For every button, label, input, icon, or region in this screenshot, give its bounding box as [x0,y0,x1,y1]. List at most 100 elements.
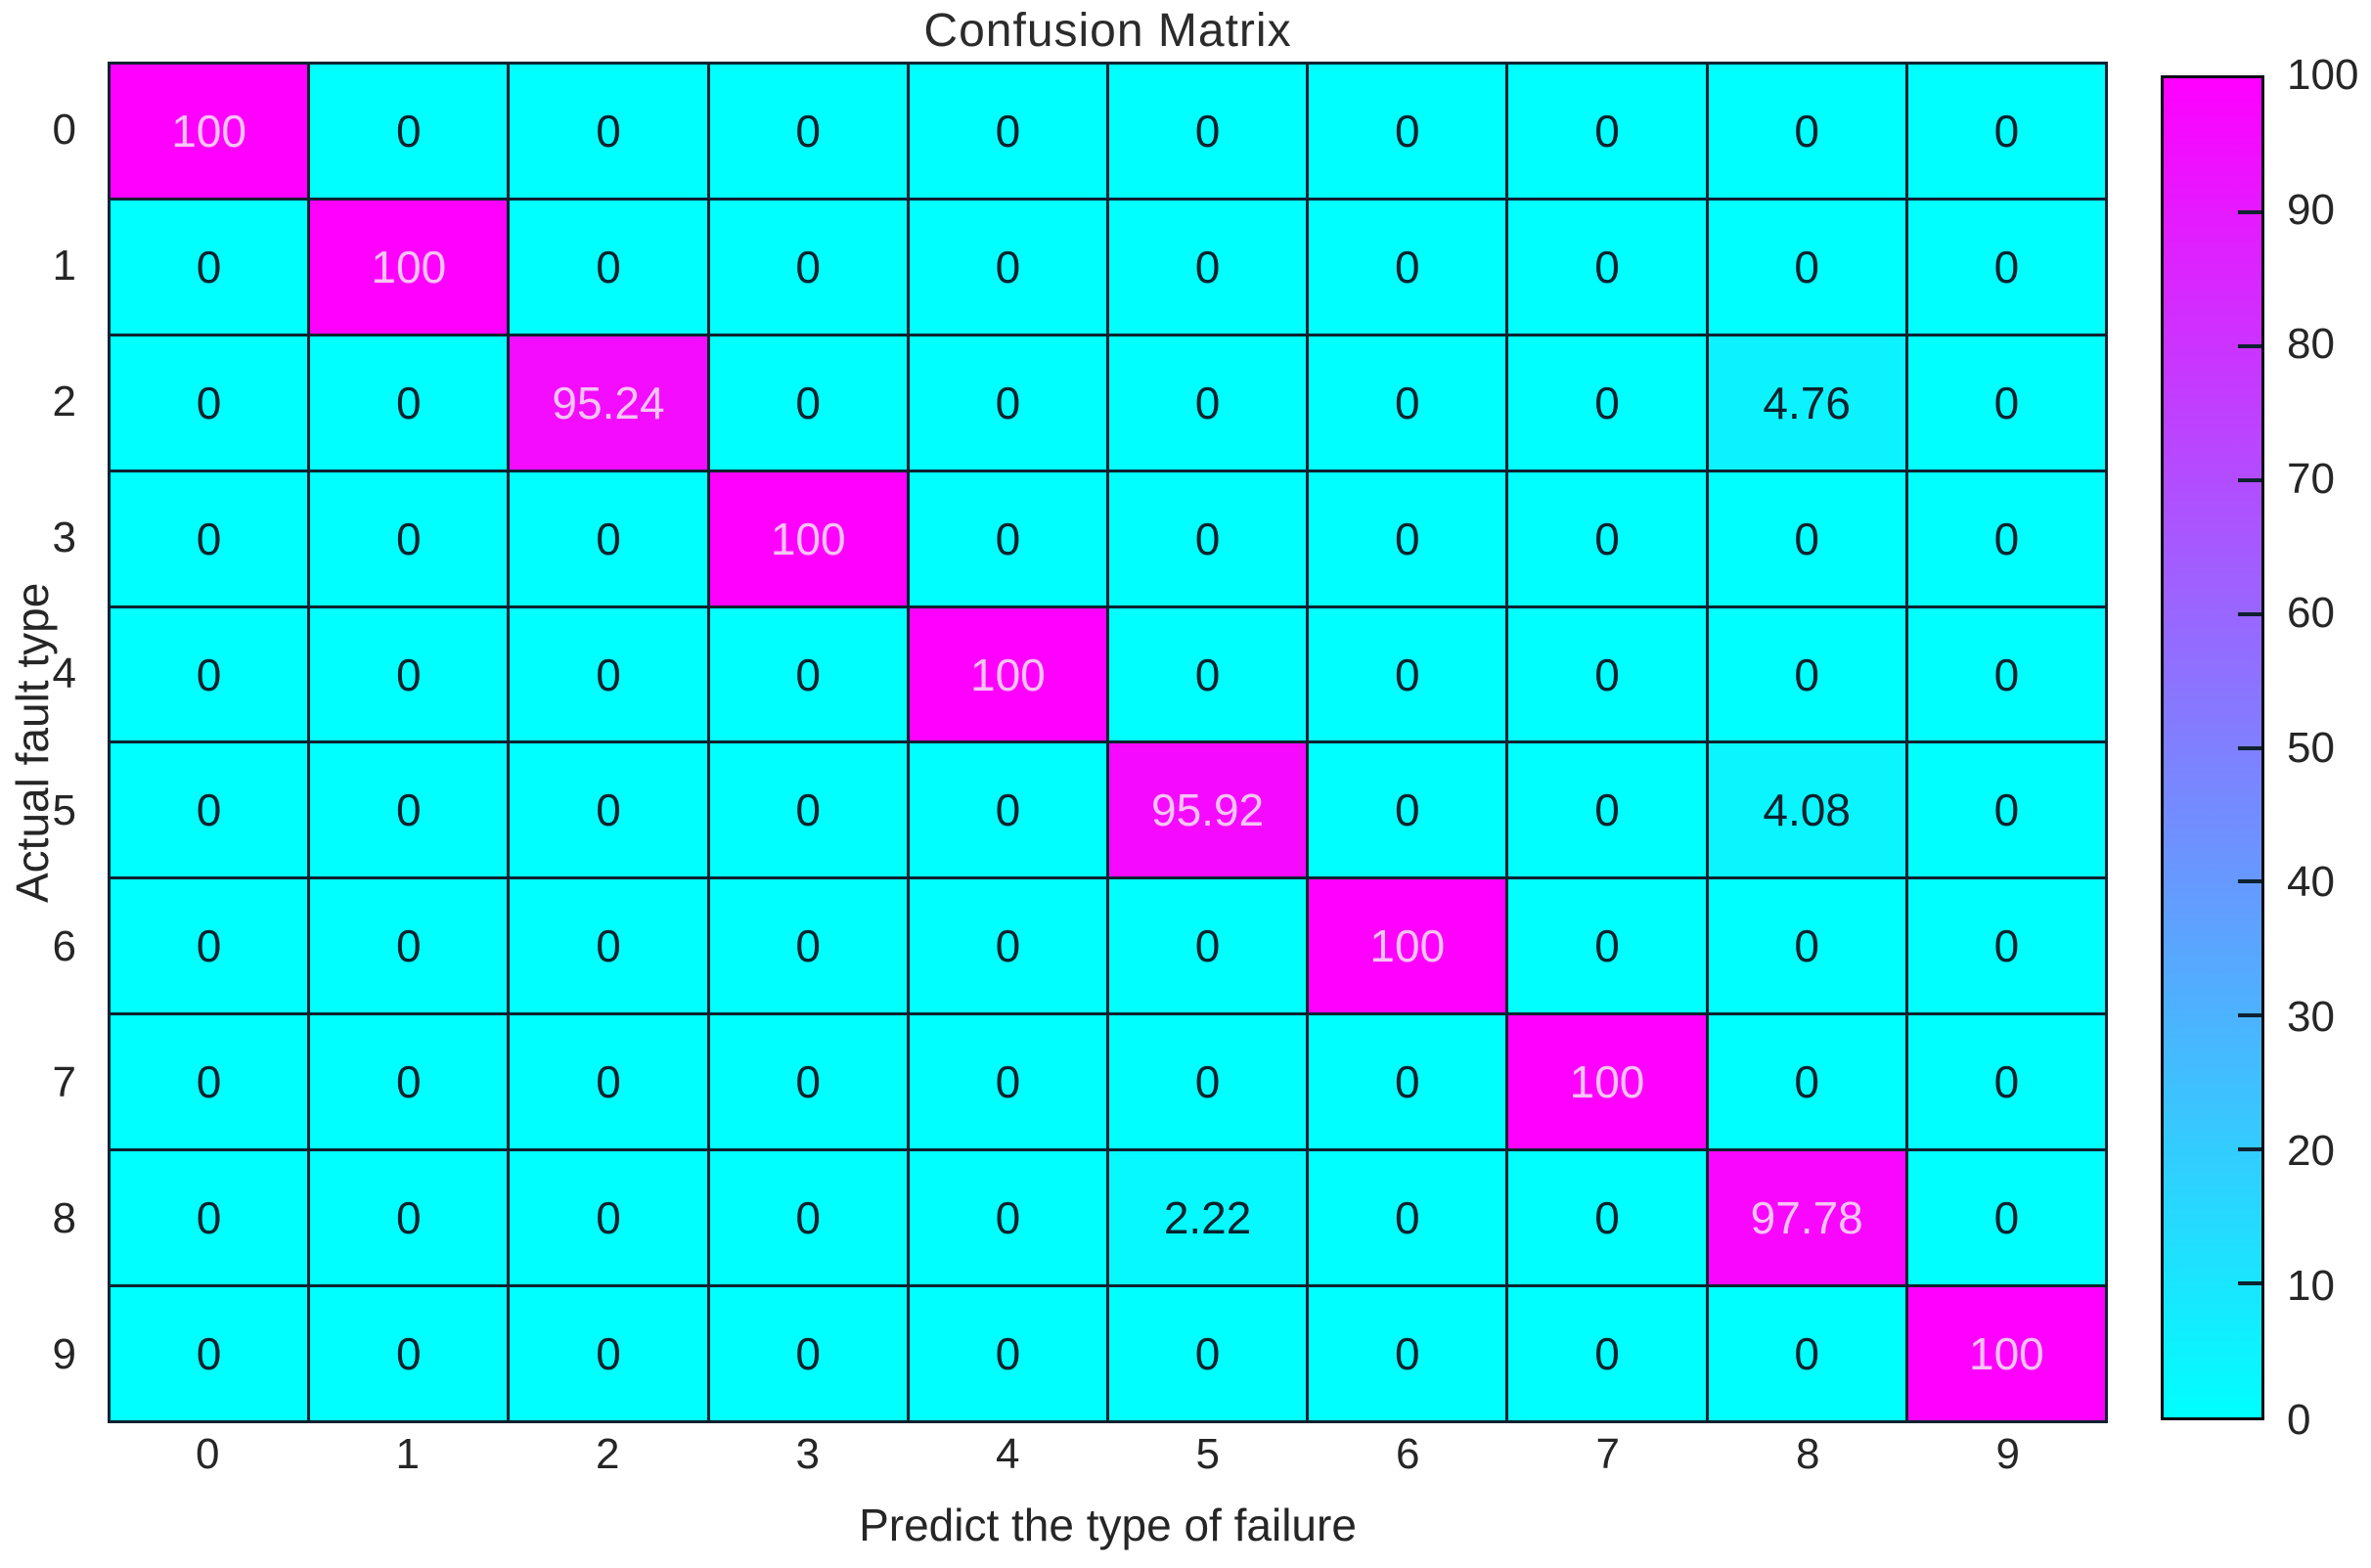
colorbar-tick-10 [2238,1281,2261,1286]
heatmap-cell-r5-c7: 0 [1508,743,1706,877]
colorbar-labels: 0 10 20 30 40 50 60 70 80 90 100 [2287,51,2371,1444]
y-tick-label-9: 9 [52,1330,76,1379]
heatmap-cell-r9-c8: 0 [1708,1287,1905,1420]
heatmap-cell-r7-c0: 0 [111,1015,308,1149]
heatmap-cell-r1-c5: 0 [1108,200,1307,334]
x-tick-label-5: 5 [1195,1430,1220,1478]
y-tick-label-8: 8 [52,1194,76,1243]
heatmap-cell-r4-c7: 0 [1508,607,1706,741]
x-tick-label-2: 2 [596,1430,620,1478]
heatmap-cell-r0-c1: 0 [310,65,508,198]
heatmap-cell-r5-c5: 95.92 [1108,743,1307,877]
heatmap-cell-r1-c1: 100 [310,200,508,334]
colorbar-label-0: 0 [2287,1396,2311,1444]
heatmap-cell-r5-c4: 0 [909,743,1106,877]
heatmap-cell-r3-c3: 100 [709,471,907,605]
heatmap-cell-r9-c5: 0 [1108,1287,1307,1420]
heatmap-cell-r5-c9: 0 [1907,743,2105,877]
heatmap-cell-r3-c0: 0 [111,471,308,605]
heatmap-cell-r3-c8: 0 [1708,471,1905,605]
heatmap-cell-r9-c7: 0 [1508,1287,1706,1420]
heatmap-cell-r5-c3: 0 [709,743,907,877]
heatmap-cell-r4-c6: 0 [1309,607,1506,741]
heatmap-cell-r5-c0: 0 [111,743,308,877]
heatmap-cell-r6-c6: 100 [1309,879,1506,1013]
y-tick-label-2: 2 [52,377,76,426]
colorbar-tick-40 [2238,879,2261,884]
heatmap-cell-r6-c8: 0 [1708,879,1905,1013]
y-tick-label-5: 5 [52,785,76,834]
heatmap-cell-r6-c7: 0 [1508,879,1706,1013]
x-axis-label: Predict the type of failure [859,1500,1357,1550]
heatmap-cell-r5-c8: 4.08 [1708,743,1905,877]
heatmap-cell-r6-c0: 0 [111,879,308,1013]
x-tick-label-1: 1 [395,1430,420,1478]
heatmap-cell-r1-c3: 0 [709,200,907,334]
x-tick-label-7: 7 [1595,1430,1620,1478]
heatmap-cell-r7-c3: 0 [709,1015,907,1149]
heatmap-cell-r9-c3: 0 [709,1287,907,1420]
heatmap-grid: 100 0 0 0 0 0 0 0 0 0 0 100 0 0 0 0 0 0 0 0 0 0 95.24 0 0 0 0 0 4.76… [108,62,2108,1423]
heatmap-cell-r2-c0: 0 [111,336,308,470]
heatmap-cell-r0-c3: 0 [709,65,907,198]
heatmap-cell-r0-c8: 0 [1708,65,1905,198]
heatmap-cell-r2-c6: 0 [1309,336,1506,470]
y-tick-label-3: 3 [52,514,76,562]
heatmap-cell-r8-c3: 0 [709,1151,907,1285]
heatmap-cell-r6-c4: 0 [909,879,1106,1013]
colorbar-tick-70 [2238,477,2261,482]
heatmap-cell-r1-c9: 0 [1907,200,2105,334]
heatmap-cell-r0-c0: 100 [111,65,308,198]
heatmap-cell-r9-c0: 0 [111,1287,308,1420]
heatmap-cell-r6-c9: 0 [1907,879,2105,1013]
heatmap-cell-r1-c6: 0 [1309,200,1506,334]
heatmap-cell-r8-c5: 2.22 [1108,1151,1307,1285]
heatmap-cell-r1-c8: 0 [1708,200,1905,334]
heatmap-cell-r4-c3: 0 [709,607,907,741]
heatmap-cell-r3-c4: 0 [909,471,1106,605]
heatmap-cell-r8-c6: 0 [1309,1151,1506,1285]
heatmap-cell-r8-c9: 0 [1907,1151,2105,1285]
x-tick-label-3: 3 [795,1430,820,1478]
heatmap-cell-r0-c2: 0 [510,65,707,198]
heatmap-cell-r3-c5: 0 [1108,471,1307,605]
heatmap-cell-r2-c7: 0 [1508,336,1706,470]
heatmap-cell-r9-c6: 0 [1309,1287,1506,1420]
colorbar-label-20: 20 [2287,1127,2335,1175]
heatmap-cell-r0-c5: 0 [1108,65,1307,198]
heatmap-cell-r2-c2: 95.24 [510,336,707,470]
heatmap-cell-r7-c5: 0 [1108,1015,1307,1149]
heatmap-cell-r8-c1: 0 [310,1151,508,1285]
y-tick-label-6: 6 [52,921,76,970]
heatmap-cell-r3-c7: 0 [1508,471,1706,605]
x-tick-label-4: 4 [996,1430,1020,1478]
heatmap-cell-r9-c4: 0 [909,1287,1106,1420]
heatmap-cell-r8-c4: 0 [909,1151,1106,1285]
y-tick-label-4: 4 [52,650,76,698]
heatmap-cell-r8-c7: 0 [1508,1151,1706,1285]
colorbar-label-90: 90 [2287,185,2335,234]
heatmap-cell-r5-c6: 0 [1309,743,1506,877]
colorbar-tick-20 [2238,1147,2261,1152]
heatmap-cell-r1-c2: 0 [510,200,707,334]
heatmap-cell-r7-c2: 0 [510,1015,707,1149]
heatmap-cell-r4-c2: 0 [510,607,707,741]
heatmap-cell-r3-c2: 0 [510,471,707,605]
heatmap-cell-r7-c6: 0 [1309,1015,1506,1149]
heatmap-cell-r0-c6: 0 [1309,65,1506,198]
colorbar-tick-50 [2238,745,2261,750]
x-tick-label-8: 8 [1796,1430,1820,1478]
heatmap-cell-r7-c8: 0 [1708,1015,1905,1149]
colorbar-label-70: 70 [2287,454,2335,503]
heatmap-cell-r4-c8: 0 [1708,607,1905,741]
heatmap-cell-r9-c1: 0 [310,1287,508,1420]
x-tick-label-6: 6 [1396,1430,1420,1478]
chart-title: Confusion Matrix [923,5,1292,57]
heatmap-cell-r7-c9: 0 [1907,1015,2105,1149]
colorbar-label-80: 80 [2287,320,2335,368]
heatmap-cell-r9-c2: 0 [510,1287,707,1420]
heatmap-cell-r7-c4: 0 [909,1015,1106,1149]
heatmap-cell-r6-c1: 0 [310,879,508,1013]
x-tick-label-9: 9 [1995,1430,2020,1478]
